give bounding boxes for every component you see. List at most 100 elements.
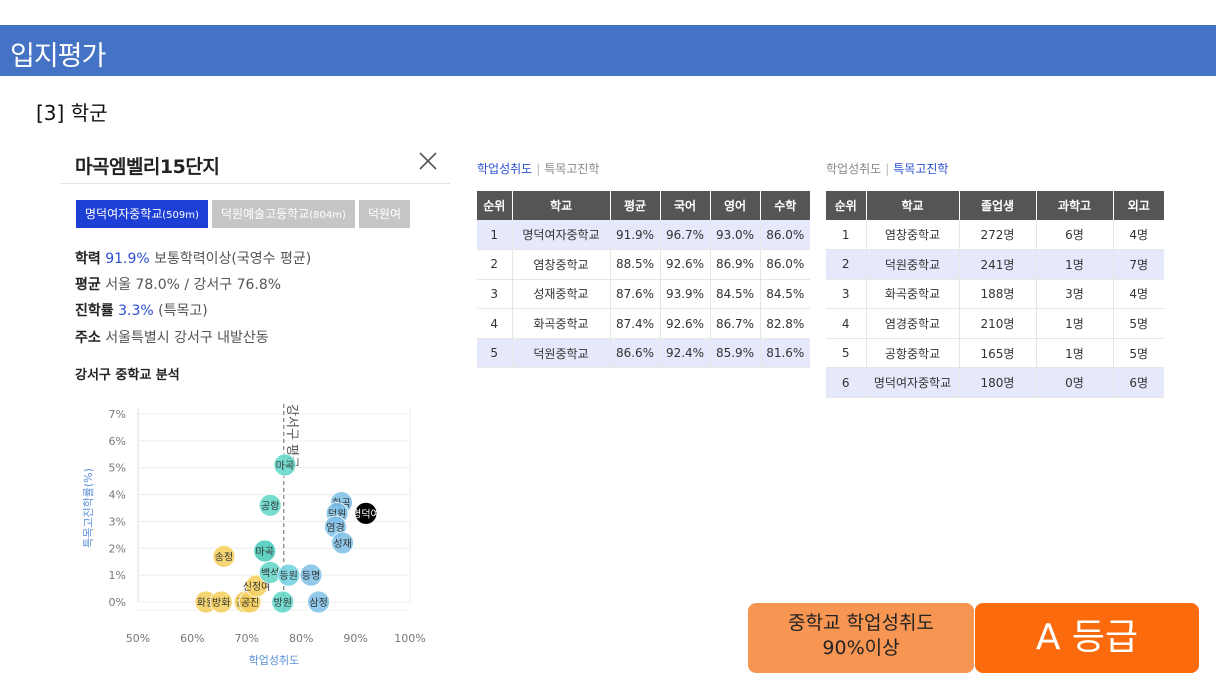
table-cell: 88.5%: [610, 249, 661, 280]
table-row[interactable]: 5 덕원중학교 86.6% 92.4% 85.9% 81.6%: [477, 338, 810, 369]
header-title: 입지평가: [10, 41, 106, 72]
table-row[interactable]: 2 염창중학교 88.5% 92.6% 86.9% 86.0%: [477, 249, 810, 280]
table-cell: 84.5%: [760, 279, 810, 310]
table-cell: 3명: [1036, 279, 1114, 310]
table-header-cell: 영어: [710, 191, 761, 220]
table-cell: 180명: [959, 367, 1037, 399]
tab-academic[interactable]: 학업성취도: [826, 162, 882, 176]
table-cell: 241명: [959, 249, 1037, 280]
y-tick-label: 5%: [109, 462, 126, 475]
table-cell: 덕원중학교: [866, 249, 960, 280]
tab-academic[interactable]: 학업성취도: [477, 162, 533, 176]
data-point: [253, 539, 277, 563]
school-tab-distance: (509m): [162, 210, 199, 221]
school-tab-label: 덕원여: [367, 207, 402, 221]
table-row[interactable]: 1 명덕여자중학교 91.9% 96.7% 93.0% 86.0%: [477, 220, 810, 251]
data-point-label: 성재: [333, 538, 351, 550]
table-header-cell: 외고: [1113, 191, 1164, 220]
data-point: [209, 590, 233, 614]
table-cell: 86.0%: [760, 249, 810, 280]
data-point-label: 백석: [261, 567, 279, 579]
address-info: 주소 서울특별시 강서구 내발산동: [75, 327, 269, 347]
data-point: [258, 493, 282, 517]
table-cell: 188명: [959, 279, 1037, 310]
table-header-cell: 순위: [826, 191, 867, 220]
data-point-label: 공항: [261, 500, 279, 512]
table-cell: 4: [826, 308, 867, 339]
panel-divider: [60, 183, 450, 184]
average-text: 서울 78.0% / 강서구 76.8%: [100, 277, 282, 293]
table-cell: 86.0%: [760, 220, 810, 251]
data-point: [307, 590, 331, 614]
table-cell: 210명: [959, 308, 1037, 339]
table-row[interactable]: 4 염경중학교 210명 1명 5명: [826, 308, 1164, 339]
data-point-label: 송정: [215, 551, 233, 563]
special-high-table-panel: 학업성취도 | 특목고진학 순위 학교 졸업생 과학고 외고 1 염창중학교 272명 6명 4명 2…: [826, 160, 1164, 399]
table-cell: 84.5%: [710, 279, 761, 310]
address-label: 주소: [75, 330, 101, 346]
table-cell: 4명: [1113, 279, 1164, 310]
table-row[interactable]: 5 공항중학교 165명 1명 5명: [826, 338, 1164, 369]
school-tab-2[interactable]: 덕원예술고등학교(804m): [211, 200, 355, 228]
table-cell: 5: [477, 338, 513, 369]
grade-criteria-line1: 중학교 학업성취도: [788, 612, 934, 634]
table-cell: 86.6%: [610, 338, 661, 369]
table-cell: 7명: [1113, 249, 1164, 280]
table-header-cell: 졸업생: [959, 191, 1037, 220]
x-tick-label: 80%: [289, 632, 313, 645]
table-cell: 93.0%: [710, 220, 761, 251]
data-point-label: 방원: [274, 597, 292, 609]
school-tab-3[interactable]: 덕원여: [358, 200, 411, 228]
table-row[interactable]: 4 화곡중학교 87.4% 92.6% 86.7% 82.8%: [477, 308, 810, 339]
table-cell: 87.4%: [610, 308, 661, 339]
tab-special-high[interactable]: 특목고진학: [893, 162, 949, 176]
table-cell: 명덕여자중학교: [866, 367, 960, 399]
y-tick-label: 2%: [109, 542, 126, 555]
chart-title: 강서구 중학교 분석: [75, 368, 180, 383]
data-point: [273, 453, 297, 477]
table-cell: 공항중학교: [866, 338, 960, 369]
y-tick-label: 7%: [109, 408, 126, 421]
table-header-row: 순위 학교 평균 국어 영어 수학: [477, 191, 810, 220]
data-point-label: 삼정: [309, 597, 327, 609]
scatter-chart: 0% 1% 2% 3% 4% 5% 6% 7% 50% 60% 70% 80% 90% 100% 학업성취도…: [82, 404, 426, 667]
table-cell: 87.6%: [610, 279, 661, 310]
school-tab-label: 덕원예술고등학교: [220, 207, 310, 221]
table-cell: 6명: [1036, 220, 1114, 251]
table-row[interactable]: 2 덕원중학교 241명 1명 7명: [826, 249, 1164, 280]
rate-info: 진학률 3.3% (특목고): [75, 300, 208, 320]
data-point-label: 명덕여: [352, 508, 380, 520]
table-cell: 화곡중학교: [512, 308, 611, 339]
table-cell: 명덕여자중학교: [512, 220, 611, 251]
table-cell: 92.4%: [660, 338, 711, 369]
header-bar: 입지평가: [0, 25, 1216, 76]
data-point-label: 염경: [326, 521, 344, 534]
data-point-label: 공진: [241, 597, 259, 609]
table-cell: 0명: [1036, 367, 1114, 399]
table-cell: 염경중학교: [866, 308, 960, 339]
table-row[interactable]: 6 명덕여자중학교 180명 0명 6명: [826, 367, 1164, 399]
table-header-cell: 수학: [760, 191, 810, 220]
y-tick-label: 3%: [109, 515, 126, 528]
table-header-cell: 과학고: [1036, 191, 1114, 220]
y-tick-label: 0%: [109, 596, 126, 609]
table-cell: 6: [826, 367, 867, 399]
average-reference-label: 강서구 평균: [284, 404, 299, 468]
grade-criteria: 중학교 학업성취도 90%이상: [748, 603, 974, 673]
close-icon[interactable]: [417, 150, 439, 172]
table-row[interactable]: 1 염창중학교 272명 6명 4명: [826, 220, 1164, 251]
table-cell: 염창중학교: [866, 220, 960, 251]
x-tick-label: 90%: [343, 632, 367, 645]
school-tabs: 명덕여자중학교(509m) 덕원예술고등학교(804m) 덕원여: [76, 200, 430, 228]
special-high-table-tabs: 학업성취도 | 특목고진학: [826, 160, 1164, 180]
table-row[interactable]: 3 성재중학교 87.6% 93.9% 84.5% 84.5%: [477, 279, 810, 310]
table-cell: 염창중학교: [512, 249, 611, 280]
academic-label: 학력: [75, 251, 101, 267]
tab-special-high[interactable]: 특목고진학: [544, 162, 600, 176]
table-cell: 1: [477, 220, 513, 251]
school-tab-1[interactable]: 명덕여자중학교(509m): [76, 200, 208, 228]
data-point: [331, 531, 354, 555]
table-row[interactable]: 3 화곡중학교 188명 3명 4명: [826, 279, 1164, 310]
x-tick-label: 60%: [180, 632, 204, 645]
